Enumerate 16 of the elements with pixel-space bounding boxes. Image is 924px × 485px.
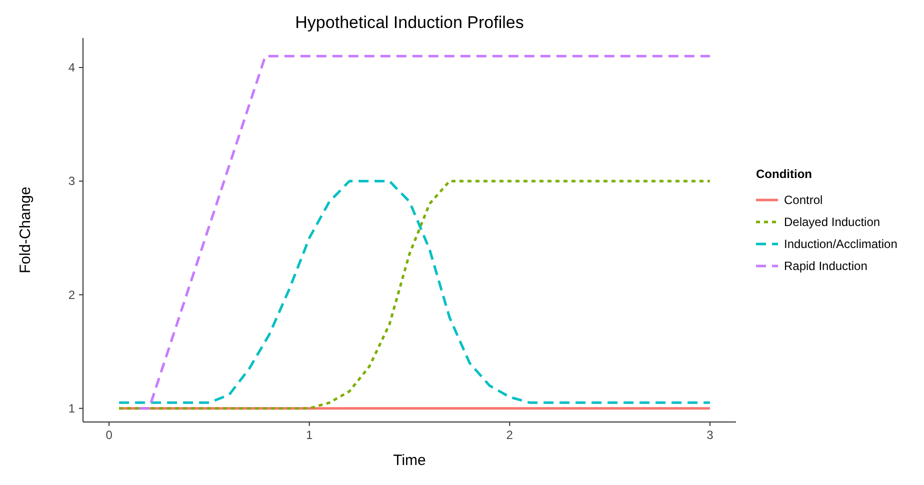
- y-tick-label: 3: [68, 174, 76, 188]
- y-tick-label: 2: [68, 288, 76, 302]
- legend-title: Condition: [756, 167, 812, 181]
- legend-label: Induction/Acclimation: [784, 237, 898, 251]
- y-tick-label: 1: [68, 401, 76, 416]
- x-axis-title: Time: [393, 452, 426, 469]
- x-tick-label: 1: [306, 428, 314, 442]
- legend-label: Control: [784, 193, 823, 207]
- x-tick-label: 0: [106, 428, 113, 442]
- x-tick-label: 2: [506, 428, 514, 442]
- y-tick-label: 4: [68, 60, 76, 75]
- legend-label: Delayed Induction: [784, 215, 880, 229]
- chart-title: Hypothetical Induction Profiles: [295, 13, 524, 32]
- y-axis-title: Fold-Change: [17, 186, 34, 274]
- x-tick-label: 3: [706, 428, 714, 442]
- legend-label: Rapid Induction: [784, 259, 868, 273]
